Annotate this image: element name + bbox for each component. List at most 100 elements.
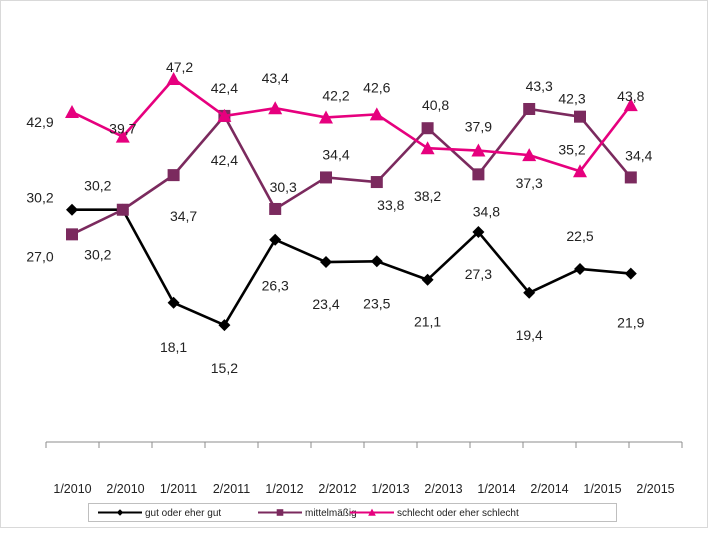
legend-marker — [368, 508, 376, 516]
data-point — [167, 169, 180, 182]
series-2 — [66, 102, 637, 241]
data-point — [523, 102, 536, 115]
data-point — [166, 71, 181, 85]
data-label: 38,2 — [414, 188, 441, 204]
data-point — [623, 98, 638, 112]
data-point — [420, 141, 435, 155]
data-point — [472, 168, 485, 181]
data-point — [522, 148, 537, 162]
x-tick-label: 1/2013 — [371, 482, 409, 496]
data-label: 34,8 — [473, 203, 500, 219]
x-tick-label: 1/2012 — [265, 482, 303, 496]
data-label: 47,2 — [166, 59, 193, 75]
data-point — [66, 203, 78, 216]
x-tick-label: 1/2015 — [583, 482, 621, 496]
data-label: 43,4 — [262, 70, 289, 86]
series-line — [71, 77, 632, 173]
x-tick-label: 2/2011 — [213, 482, 250, 496]
legend-label: gut oder eher gut — [145, 508, 221, 519]
data-label: 39,7 — [109, 121, 136, 137]
x-tick-labels: 1/2010 2/2010 1/2011 2/2011 1/2012 2/2012 1/20… — [53, 482, 674, 496]
data-label: 30,2 — [84, 247, 111, 263]
data-label: 23,4 — [312, 296, 339, 312]
data-label: 33,8 — [377, 197, 404, 213]
data-point — [269, 202, 282, 215]
data-label: 22,5 — [566, 228, 593, 244]
data-point — [217, 108, 232, 122]
legend-marker — [276, 509, 284, 516]
data-point — [268, 101, 283, 115]
data-point — [370, 176, 383, 189]
data-point — [320, 256, 332, 269]
x-tick-label: 2/2010 — [106, 482, 144, 496]
data-point — [472, 226, 485, 239]
data-label: 34,4 — [322, 146, 349, 162]
data-point — [269, 233, 282, 246]
x-tick-label: 2/2012 — [318, 482, 356, 496]
data-point — [115, 129, 130, 143]
legend: gut oder eher gut mittelmäßig schlecht ode… — [88, 503, 617, 522]
data-label: 21,1 — [414, 314, 441, 330]
data-label: 34,7 — [170, 208, 197, 224]
data-point — [421, 122, 434, 135]
data-label: 27,3 — [465, 266, 492, 282]
legend-label: schlecht oder eher schlecht — [397, 508, 519, 519]
data-point — [624, 171, 637, 184]
x-tick-label: 2/2013 — [424, 482, 462, 496]
data-label: 43,3 — [526, 78, 553, 94]
data-point — [574, 110, 586, 123]
data-label: 42,6 — [363, 79, 390, 95]
data-label: 42,4 — [211, 152, 238, 168]
data-point — [523, 286, 536, 299]
data-label: 42,3 — [558, 91, 585, 107]
data-point — [370, 255, 383, 268]
data-label: 42,9 — [26, 114, 53, 130]
legend-label: mittelmäßig — [305, 508, 357, 519]
data-label: 18,1 — [160, 339, 187, 355]
data-label: 21,9 — [617, 315, 644, 331]
data-label: 42,2 — [322, 87, 349, 103]
data-label: 27,0 — [26, 248, 53, 264]
data-label: 40,8 — [422, 97, 449, 113]
data-label: 30,2 — [84, 178, 111, 194]
data-labels: 30,2 30,2 18,1 15,2 26,3 23,4 23,5 21,1 27,3 19,4… — [26, 59, 652, 376]
data-point — [218, 319, 231, 332]
legend-item-2: mittelmäßig — [258, 508, 357, 519]
data-label: 43,8 — [617, 88, 644, 104]
data-label: 30,2 — [26, 190, 53, 206]
series-layer — [65, 71, 638, 332]
data-label: 26,3 — [262, 278, 289, 294]
data-point — [369, 107, 384, 121]
series-line — [71, 107, 632, 236]
data-label: 19,4 — [516, 327, 543, 343]
data-point — [471, 143, 486, 157]
data-point — [319, 110, 333, 124]
data-point — [573, 164, 587, 178]
data-label: 37,3 — [516, 175, 543, 191]
data-point — [421, 273, 434, 286]
data-point — [320, 171, 332, 184]
data-point — [65, 105, 79, 119]
x-tick-label: 1/2011 — [160, 482, 197, 496]
x-tick-label: 1/2014 — [477, 482, 515, 496]
data-point — [574, 262, 586, 275]
series-3 — [65, 71, 638, 178]
data-label: 37,9 — [465, 119, 492, 135]
x-tick-label: 1/2010 — [53, 482, 91, 496]
data-label: 34,4 — [625, 147, 652, 163]
data-point — [66, 228, 78, 241]
data-label: 15,2 — [211, 360, 238, 376]
data-label: 35,2 — [558, 141, 585, 157]
data-point — [167, 296, 180, 309]
data-label: 42,4 — [211, 80, 238, 96]
x-tick-label: 2/2015 — [636, 482, 674, 496]
x-tick-label: 2/2014 — [530, 482, 568, 496]
x-axis — [45, 441, 683, 448]
data-point — [624, 267, 637, 280]
data-label: 23,5 — [363, 295, 390, 311]
data-point — [116, 203, 129, 216]
data-label: 30,3 — [270, 179, 297, 195]
